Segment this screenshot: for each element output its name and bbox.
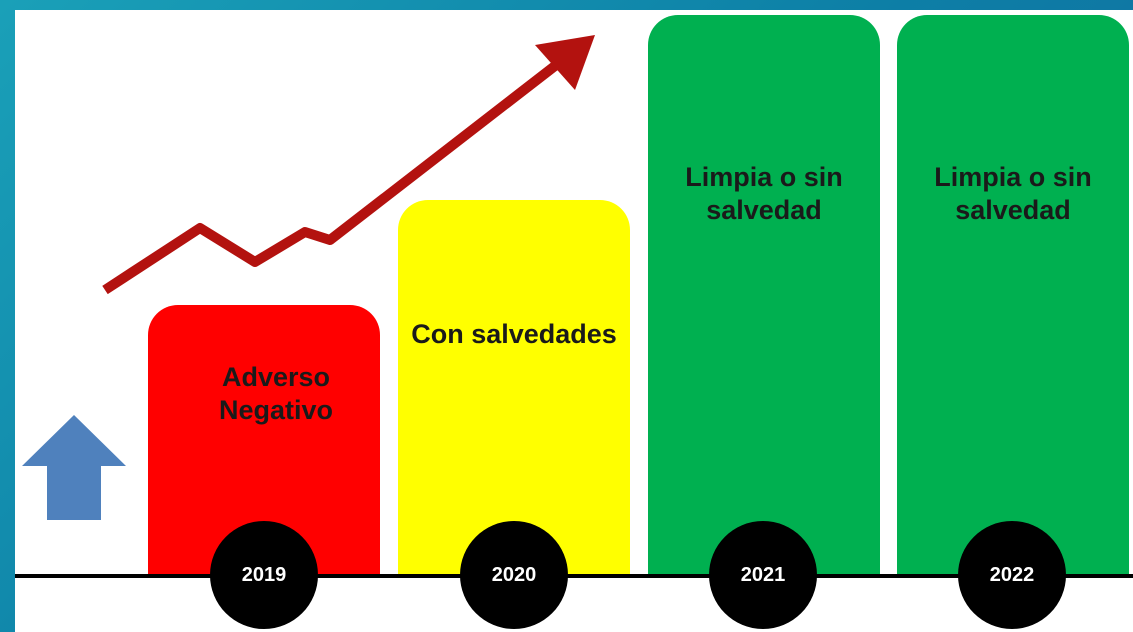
- year-marker: 2022: [958, 521, 1066, 629]
- bar-2021: [648, 15, 880, 576]
- trend-line: [102, 58, 564, 295]
- bar-2020: [398, 200, 630, 576]
- bar-2022: [897, 15, 1129, 576]
- stage-label: Adverso Negativo: [218, 362, 334, 425]
- trend-arrowhead: [535, 35, 595, 90]
- stage-label: Limpia o sin salvedad: [934, 162, 1092, 225]
- stage-label: Limpia o sin salvedad: [685, 162, 843, 225]
- year-marker: 2019: [210, 521, 318, 629]
- up-arrow: [22, 415, 126, 520]
- year-marker: 2021: [709, 521, 817, 629]
- stage-label: Con salvedades: [411, 319, 617, 349]
- year-marker: 2020: [460, 521, 568, 629]
